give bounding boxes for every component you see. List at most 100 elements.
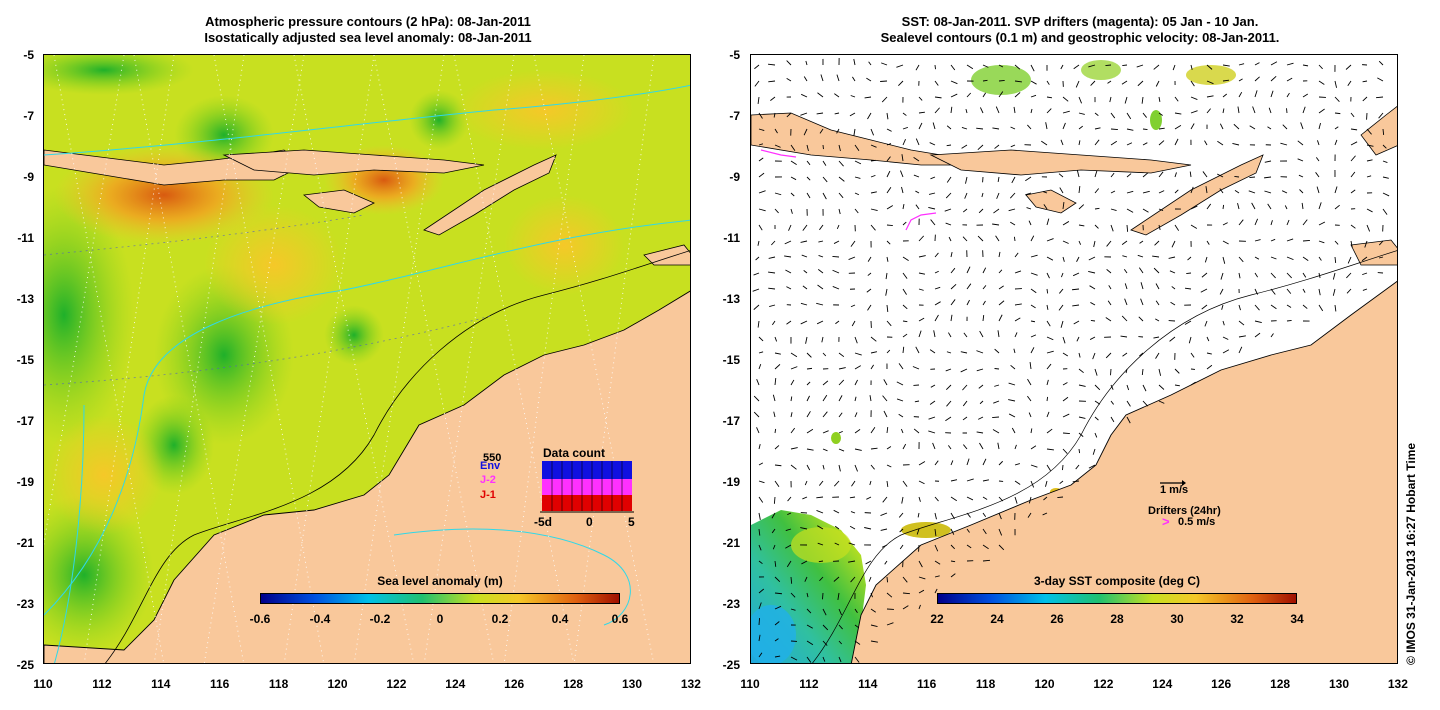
colorbar-tick-label: -0.4	[309, 612, 331, 626]
velocity-arrow	[758, 462, 764, 466]
velocity-arrow	[993, 400, 1000, 404]
velocity-arrow	[1254, 218, 1259, 226]
velocity-arrow	[886, 576, 889, 583]
x-tick-label: 122	[1093, 677, 1114, 691]
velocity-arrow	[806, 448, 814, 451]
velocity-arrow	[803, 269, 808, 274]
y-tick-label: -19	[722, 475, 740, 489]
velocity-arrow	[758, 351, 764, 354]
velocity-arrow	[1110, 384, 1114, 390]
velocity-arrow	[1286, 256, 1294, 261]
velocity-arrow	[806, 160, 811, 166]
velocity-arrow	[996, 192, 1000, 199]
velocity-arrow	[918, 496, 921, 502]
velocity-arrow	[1205, 186, 1208, 194]
velocity-arrow	[818, 480, 824, 486]
velocity-arrow	[1076, 336, 1080, 342]
velocity-arrow	[886, 304, 889, 312]
velocity-arrow	[913, 174, 920, 178]
colorbar-tick-label: 0	[436, 612, 444, 626]
velocity-arrow	[1088, 271, 1096, 274]
velocity-arrow	[774, 144, 781, 148]
x-tick-label: 110	[740, 677, 760, 691]
velocity-arrow	[1268, 107, 1272, 114]
velocity-arrow	[934, 252, 939, 258]
velocity-arrow	[833, 480, 840, 487]
velocity-scale-label: 1 m/s	[1160, 484, 1189, 496]
velocity-arrow	[768, 80, 776, 83]
velocity-arrow	[1030, 272, 1038, 276]
velocity-arrow	[753, 395, 760, 402]
x-tick-label: 118	[268, 677, 289, 691]
velocity-arrow	[785, 269, 792, 274]
velocity-arrow	[898, 413, 904, 418]
velocity-arrow	[1222, 79, 1230, 82]
velocity-arrow	[902, 221, 907, 226]
velocity-arrow	[902, 304, 908, 310]
velocity-arrow	[1028, 496, 1032, 504]
velocity-arrow	[838, 176, 845, 182]
velocity-arrow	[1206, 95, 1214, 98]
velocity-arrow	[1094, 416, 1099, 421]
velocity-arrow	[1361, 256, 1368, 262]
velocity-arrow	[774, 655, 781, 658]
velocity-arrow	[914, 400, 920, 403]
velocity-arrow	[965, 108, 968, 114]
velocity-arrow	[1318, 108, 1325, 114]
velocity-arrow	[1126, 190, 1134, 194]
velocity-arrow	[1188, 336, 1192, 344]
velocity-arrow	[870, 128, 874, 136]
velocity-arrow	[784, 255, 792, 258]
velocity-arrow	[755, 256, 760, 261]
velocity-arrow	[1249, 125, 1256, 130]
velocity-arrow	[848, 542, 856, 546]
velocity-arrow	[1318, 272, 1321, 279]
velocity-arrow	[912, 366, 920, 370]
velocity-arrow	[790, 396, 793, 402]
velocity-arrow	[998, 251, 1001, 258]
velocity-arrow	[838, 379, 845, 386]
velocity-arrow	[1270, 304, 1277, 310]
velocity-arrow	[902, 443, 907, 450]
x-tick-label: 126	[504, 677, 525, 691]
velocity-arrow	[1190, 186, 1194, 194]
right-title-line2: Sealevel contours (0.1 m) and geostrophi…	[880, 30, 1280, 45]
velocity-arrow	[998, 79, 1005, 82]
velocity-arrow	[818, 255, 824, 258]
velocity-arrow	[819, 576, 824, 582]
velocity-arrow	[1014, 64, 1021, 70]
velocity-arrow	[902, 346, 905, 354]
velocity-arrow	[1078, 352, 1081, 358]
velocity-arrow	[854, 379, 858, 386]
velocity-arrow	[898, 363, 904, 370]
velocity-arrow	[898, 80, 904, 86]
velocity-arrow	[1094, 188, 1100, 194]
velocity-arrow	[1060, 272, 1064, 278]
velocity-arrow	[1008, 382, 1016, 386]
velocity-arrow	[772, 394, 776, 402]
velocity-arrow	[982, 544, 989, 550]
velocity-arrow	[806, 381, 811, 386]
velocity-arrow	[1237, 203, 1240, 210]
velocity-arrow	[1089, 336, 1096, 340]
velocity-arrow	[854, 640, 861, 645]
velocity-arrow	[1062, 464, 1064, 471]
velocity-arrow	[1318, 240, 1325, 244]
velocity-arrow	[758, 496, 764, 503]
velocity-arrow	[902, 203, 905, 210]
velocity-arrow	[880, 512, 888, 516]
x-tick-label: 124	[445, 677, 466, 691]
velocity-arrow	[848, 560, 856, 563]
velocity-arrow	[1011, 427, 1016, 434]
velocity-arrow	[934, 314, 939, 322]
velocity-arrow	[885, 288, 888, 296]
velocity-arrow	[929, 349, 936, 354]
velocity-arrow	[1366, 128, 1372, 135]
velocity-arrow	[1046, 304, 1049, 310]
velocity-arrow	[1046, 428, 1053, 434]
data-count-title: Data count	[543, 446, 606, 460]
velocity-arrow	[822, 411, 828, 418]
velocity-arrow	[1158, 384, 1165, 390]
velocity-arrow	[1092, 448, 1096, 455]
velocity-arrow	[1126, 208, 1134, 213]
